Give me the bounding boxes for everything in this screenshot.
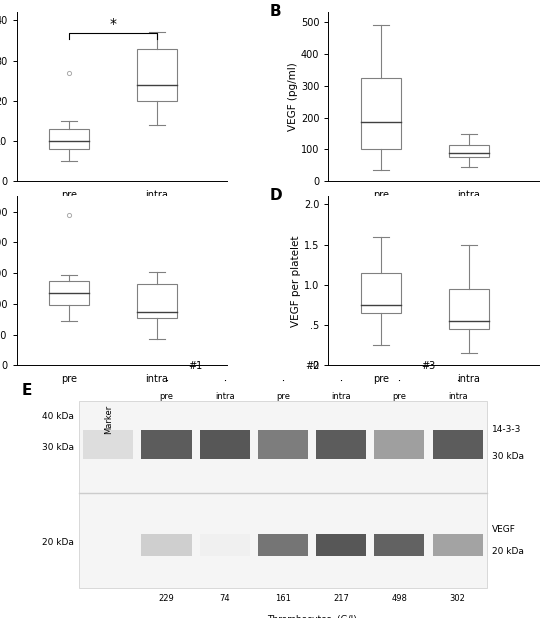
FancyBboxPatch shape: [432, 533, 483, 556]
Text: *: *: [109, 17, 117, 31]
FancyBboxPatch shape: [200, 430, 250, 459]
FancyBboxPatch shape: [375, 430, 425, 459]
Text: 302: 302: [450, 595, 466, 603]
FancyBboxPatch shape: [361, 78, 401, 150]
FancyBboxPatch shape: [50, 129, 89, 149]
FancyBboxPatch shape: [375, 533, 425, 556]
FancyBboxPatch shape: [258, 430, 308, 459]
Text: intra: intra: [215, 392, 234, 400]
FancyBboxPatch shape: [449, 145, 488, 158]
Text: 498: 498: [392, 595, 408, 603]
FancyBboxPatch shape: [141, 430, 191, 459]
FancyBboxPatch shape: [141, 533, 191, 556]
FancyBboxPatch shape: [432, 430, 483, 459]
Text: 20 kDa: 20 kDa: [492, 547, 524, 556]
Text: pre: pre: [276, 392, 290, 400]
Text: 40 kDa: 40 kDa: [42, 412, 74, 421]
Text: 74: 74: [219, 595, 230, 603]
Y-axis label: VEGF per platelet: VEGF per platelet: [291, 235, 301, 326]
Text: #2: #2: [305, 362, 319, 371]
Text: intra: intra: [332, 392, 351, 400]
Text: VEGF: VEGF: [492, 525, 516, 533]
Text: 14-3-3: 14-3-3: [492, 425, 521, 434]
FancyBboxPatch shape: [83, 430, 134, 459]
Text: pre: pre: [160, 392, 174, 400]
Text: 20 kDa: 20 kDa: [42, 538, 74, 547]
Text: 217: 217: [333, 595, 349, 603]
FancyBboxPatch shape: [50, 281, 89, 305]
FancyBboxPatch shape: [137, 49, 177, 101]
FancyBboxPatch shape: [361, 273, 401, 313]
Text: 161: 161: [275, 595, 291, 603]
Text: Marker: Marker: [104, 405, 113, 434]
Text: 30 kDa: 30 kDa: [492, 452, 524, 462]
FancyBboxPatch shape: [79, 400, 487, 588]
Text: B: B: [270, 4, 281, 19]
Text: Thrombocytes  (G/l): Thrombocytes (G/l): [267, 615, 357, 618]
Text: E: E: [22, 383, 32, 397]
FancyBboxPatch shape: [316, 430, 366, 459]
FancyBboxPatch shape: [258, 533, 308, 556]
Text: 229: 229: [158, 595, 174, 603]
Text: pre: pre: [392, 392, 406, 400]
Text: #3: #3: [421, 362, 436, 371]
Text: #1: #1: [189, 362, 203, 371]
Text: intra: intra: [448, 392, 468, 400]
Text: 30 kDa: 30 kDa: [42, 444, 74, 452]
FancyBboxPatch shape: [137, 284, 177, 318]
FancyBboxPatch shape: [200, 533, 250, 556]
Y-axis label: VEGF (pg/ml): VEGF (pg/ml): [288, 62, 298, 131]
FancyBboxPatch shape: [449, 289, 488, 329]
FancyBboxPatch shape: [316, 533, 366, 556]
Text: D: D: [270, 188, 282, 203]
